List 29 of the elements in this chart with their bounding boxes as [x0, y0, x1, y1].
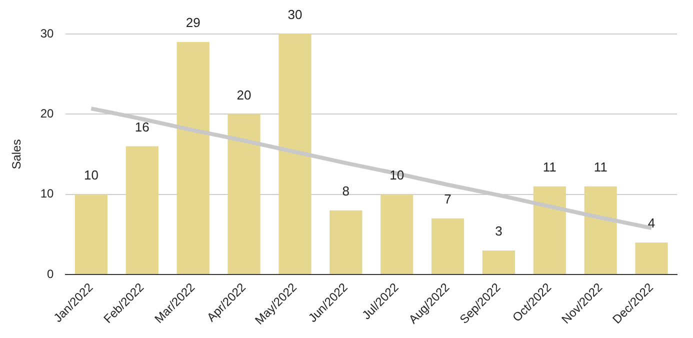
bar	[126, 146, 158, 274]
data-label: 10	[390, 167, 404, 182]
y-tick-label: 30	[40, 26, 54, 40]
bar	[635, 242, 668, 274]
data-label: 29	[186, 15, 200, 30]
y-tick-label: 0	[47, 266, 54, 281]
data-label: 11	[542, 159, 556, 174]
bar	[482, 250, 516, 274]
data-label: 30	[288, 7, 302, 22]
bar	[380, 194, 414, 274]
bar	[176, 42, 210, 274]
data-label: 7	[444, 192, 452, 207]
bar	[533, 186, 566, 274]
data-label: 11	[594, 159, 608, 174]
bar	[228, 114, 260, 274]
bar	[278, 34, 312, 274]
data-label: 4	[648, 216, 656, 231]
bar	[330, 210, 362, 274]
bar	[74, 194, 108, 274]
data-label: 16	[134, 119, 150, 134]
bar	[431, 218, 464, 274]
y-axis-title: Sales	[10, 139, 24, 170]
bar	[584, 186, 617, 274]
data-label: 3	[495, 224, 502, 239]
y-tick-label: 20	[40, 106, 54, 120]
data-label: 10	[84, 167, 98, 182]
y-tick-label: 10	[40, 186, 54, 201]
data-label: 8	[342, 183, 350, 198]
data-label: 20	[236, 87, 252, 102]
